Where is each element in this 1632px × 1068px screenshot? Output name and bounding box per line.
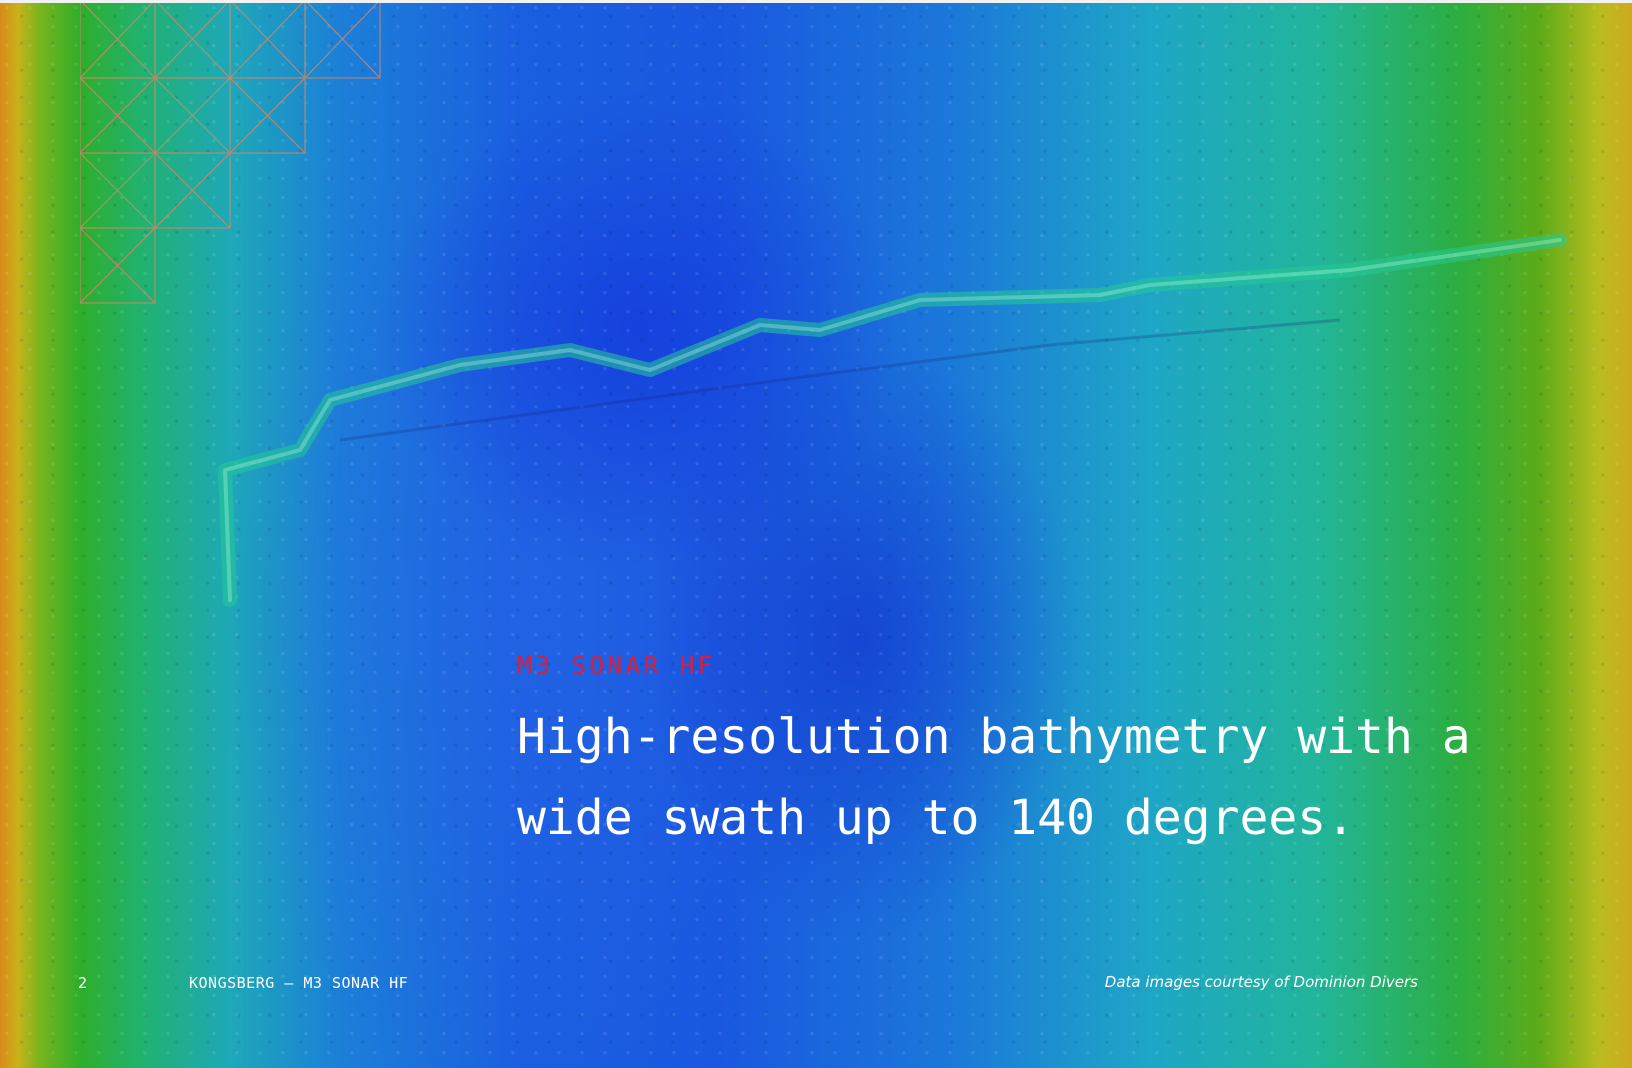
image-credit: Data images courtesy of Dominion Divers	[1104, 973, 1418, 991]
top-edge	[0, 0, 1632, 3]
grid-decoration	[80, 0, 455, 304]
page-headline: High-resolution bathymetry with a wide s…	[517, 709, 1471, 846]
page-number: 2	[78, 974, 88, 992]
running-title: KONGSBERG – M3 SONAR HF	[189, 974, 409, 992]
section-label: M3 SONAR HF	[517, 651, 716, 680]
